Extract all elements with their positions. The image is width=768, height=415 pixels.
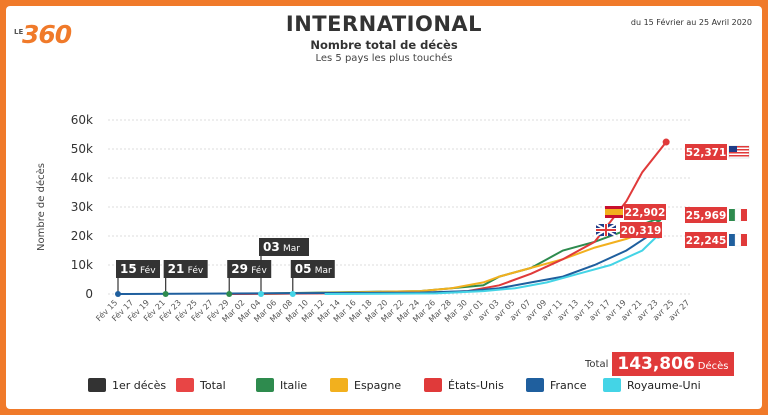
series-line-france bbox=[117, 228, 659, 295]
y-tick-label: 40k bbox=[71, 171, 93, 185]
legend-swatch bbox=[176, 378, 194, 392]
total-value: 143,806 bbox=[617, 354, 695, 374]
italy-flag-icon bbox=[729, 209, 735, 221]
first-death-badge bbox=[290, 260, 335, 278]
legend-swatch bbox=[256, 378, 274, 392]
legend-item: États-Unis bbox=[424, 378, 504, 392]
france-flag-icon bbox=[729, 234, 735, 246]
legend-item: Espagne bbox=[330, 378, 401, 392]
legend-item: 1er décès bbox=[88, 378, 166, 392]
first-death-badge bbox=[116, 260, 160, 278]
series-line-espagne bbox=[260, 226, 659, 295]
first-death-point bbox=[258, 291, 264, 297]
legend-label: États-Unis bbox=[448, 378, 504, 392]
series-line-royaume-uni bbox=[324, 234, 659, 295]
us-flag-icon-canton bbox=[729, 146, 737, 152]
first-death-month: Fév bbox=[188, 265, 204, 276]
legend-label: France bbox=[550, 378, 587, 392]
y-tick-label: 0 bbox=[85, 287, 93, 301]
legend-label: 1er décès bbox=[112, 378, 167, 392]
y-tick-label: 10k bbox=[71, 258, 93, 272]
italy-flag-icon-mid bbox=[734, 208, 742, 222]
y-tick-label: 50k bbox=[71, 142, 93, 156]
first-death-day: 15 bbox=[120, 262, 137, 276]
total-unit: Décès bbox=[697, 361, 729, 372]
uk-flag-icon-cross-red bbox=[596, 229, 616, 231]
first-death-day: 03 bbox=[263, 240, 280, 254]
legend-swatch bbox=[526, 378, 544, 392]
first-death-month: Mar bbox=[283, 244, 300, 254]
legend-label: Total bbox=[200, 378, 226, 392]
legend-swatch bbox=[424, 378, 442, 392]
end-value-label: 22,245 bbox=[686, 235, 727, 247]
end-value-label: 52,371 bbox=[686, 147, 727, 159]
first-death-day: 21 bbox=[168, 262, 185, 276]
legend-item: France bbox=[526, 378, 587, 392]
legend-label: Italie bbox=[280, 378, 308, 392]
legend-swatch bbox=[603, 378, 621, 392]
france-flag-icon-right bbox=[741, 234, 747, 246]
first-death-badge bbox=[163, 260, 208, 278]
first-death-day: 05 bbox=[295, 262, 312, 276]
date-range: du 15 Février au 25 Avril 2020 bbox=[630, 18, 752, 27]
legend-swatch bbox=[330, 378, 348, 392]
legend-item: Total bbox=[176, 378, 226, 392]
chart-title: INTERNATIONAL bbox=[285, 12, 483, 36]
first-death-badge bbox=[259, 238, 309, 256]
end-value-badge bbox=[620, 222, 662, 238]
chart-subtitle: Nombre total de décès bbox=[310, 38, 458, 52]
first-death-badge bbox=[227, 260, 272, 278]
legend-swatch bbox=[88, 378, 106, 392]
italy-flag-icon-right bbox=[741, 209, 747, 221]
legend-item: Royaume-Uni bbox=[603, 378, 701, 392]
legend-label: Royaume-Uni bbox=[627, 378, 701, 392]
us-flag-icon-stripe bbox=[729, 149, 749, 151]
end-value-badge bbox=[685, 207, 727, 223]
us-flag-icon-stripe bbox=[729, 146, 749, 148]
first-death-point bbox=[289, 291, 296, 297]
end-value-badge bbox=[685, 144, 727, 160]
total-deaths: Total 143,806 Décès bbox=[585, 352, 734, 376]
y-tick-label: 60k bbox=[71, 113, 93, 127]
first-death-point bbox=[115, 291, 121, 297]
first-death-month: Mar bbox=[315, 266, 332, 276]
end-value-badge bbox=[624, 204, 666, 220]
first-death-point bbox=[162, 291, 169, 297]
total-badge: 143,806 Décès bbox=[612, 352, 734, 376]
y-tick-label: 20k bbox=[71, 229, 93, 243]
y-tick-label: 30k bbox=[71, 200, 93, 214]
us-flag-icon-stripe bbox=[729, 155, 749, 157]
legend-item: Italie bbox=[256, 378, 307, 392]
chart-subtitle-secondary: Les 5 pays les plus touchés bbox=[315, 53, 453, 64]
logo-number: 360 bbox=[22, 20, 72, 49]
legend: 1er décès Total Italie Espagne États-Unis Fra… bbox=[0, 376, 768, 396]
first-death-month: Fév bbox=[140, 265, 156, 276]
end-value-label: 25,969 bbox=[686, 210, 727, 222]
series-line-italie bbox=[229, 217, 659, 295]
first-death-day: 29 bbox=[231, 262, 248, 276]
series-endpoint bbox=[662, 138, 670, 146]
legend-label: Espagne bbox=[354, 378, 402, 392]
first-death-point bbox=[226, 291, 233, 297]
first-death-month: Fév bbox=[251, 265, 267, 276]
france-flag-icon-mid bbox=[734, 233, 742, 247]
end-value-label: 22,902 bbox=[625, 207, 666, 219]
us-flag-icon-stripe bbox=[729, 152, 749, 154]
y-axis-label: Nombre de décès bbox=[35, 163, 47, 251]
end-value-label: 20,319 bbox=[621, 225, 662, 237]
end-value-badge bbox=[685, 232, 727, 248]
logo-prefix: LE bbox=[14, 28, 24, 36]
spain-flag-icon-band bbox=[605, 209, 623, 215]
total-label: Total bbox=[585, 358, 609, 370]
